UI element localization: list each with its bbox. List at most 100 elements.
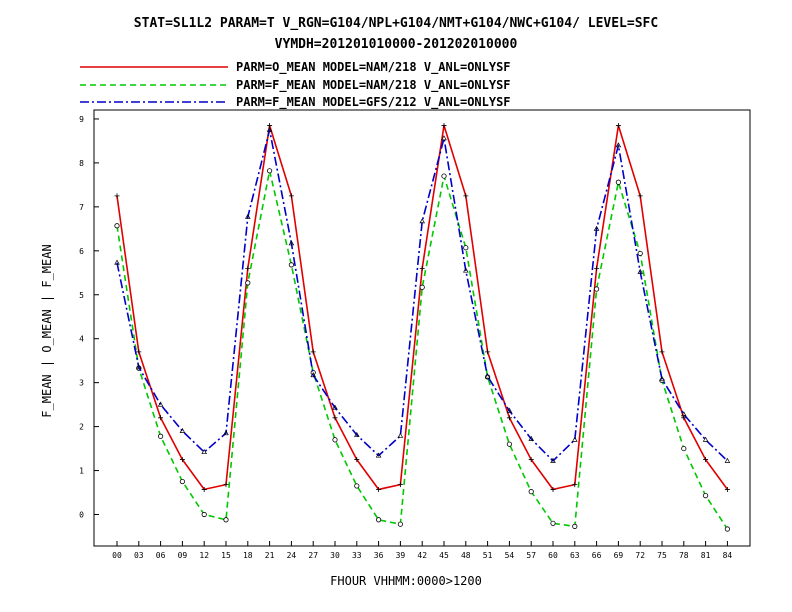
data-point-f-mean-gfs bbox=[419, 218, 425, 224]
data-point-f-mean-nam bbox=[528, 489, 534, 495]
series-o-mean-nam bbox=[114, 123, 730, 492]
x-axis-label: FHOUR VHHMM:0000>1200 bbox=[330, 574, 482, 588]
x-tick-label: 66 bbox=[592, 551, 602, 560]
data-point-o-mean-nam bbox=[637, 193, 643, 199]
data-point-o-mean-nam bbox=[136, 349, 142, 355]
data-point-f-mean-gfs bbox=[223, 430, 229, 436]
y-tick-label: 1 bbox=[79, 467, 84, 476]
data-point-f-mean-gfs bbox=[637, 268, 643, 274]
series-layer bbox=[114, 123, 731, 532]
data-point-f-mean-nam bbox=[332, 437, 338, 443]
x-tick-label: 48 bbox=[461, 551, 471, 560]
legend-label-f-mean-nam: PARM=F_MEAN MODEL=NAM/218 V_ANL=ONLYSF bbox=[236, 78, 511, 93]
data-point-f-mean-gfs bbox=[724, 457, 731, 463]
data-point-f-mean-gfs bbox=[463, 267, 469, 273]
y-tick-label: 0 bbox=[79, 511, 84, 520]
data-point-f-mean-nam bbox=[441, 173, 447, 179]
data-point-f-mean-gfs bbox=[484, 373, 491, 379]
y-tick-label: 4 bbox=[79, 335, 84, 344]
x-tick-label: 33 bbox=[352, 551, 362, 560]
x-tick-label: 42 bbox=[417, 551, 427, 560]
data-point-f-mean-nam bbox=[463, 245, 469, 251]
data-point-f-mean-gfs bbox=[506, 407, 513, 413]
data-point-f-mean-nam bbox=[114, 223, 120, 229]
data-point-o-mean-nam bbox=[397, 482, 403, 488]
data-point-o-mean-nam bbox=[594, 265, 600, 271]
data-point-o-mean-nam bbox=[441, 123, 447, 129]
data-point-f-mean-nam bbox=[572, 523, 578, 529]
series-line-o-mean-nam bbox=[116, 124, 729, 491]
x-tick-label: 78 bbox=[679, 551, 689, 560]
y-tick-label: 5 bbox=[79, 291, 84, 300]
data-point-o-mean-nam bbox=[550, 486, 556, 492]
data-point-f-mean-gfs bbox=[550, 457, 556, 463]
series-f-mean-gfs bbox=[114, 126, 731, 463]
x-tick-label: 84 bbox=[723, 551, 733, 560]
data-point-o-mean-nam bbox=[288, 193, 294, 199]
data-point-f-mean-nam bbox=[354, 483, 360, 489]
data-point-f-mean-gfs bbox=[659, 376, 665, 382]
y-tick-label: 2 bbox=[79, 423, 84, 432]
y-tick-label: 7 bbox=[79, 203, 84, 212]
data-point-o-mean-nam bbox=[463, 193, 469, 199]
y-tick-label: 9 bbox=[79, 115, 84, 124]
x-tick-label: 54 bbox=[505, 551, 515, 560]
data-point-o-mean-nam bbox=[223, 482, 229, 488]
chart-subtitle: VYMDH=201201010000-201202010000 bbox=[275, 37, 518, 52]
data-point-f-mean-gfs bbox=[354, 431, 360, 437]
data-point-o-mean-nam bbox=[332, 415, 338, 421]
data-point-f-mean-gfs bbox=[157, 401, 164, 407]
x-tick-label: 63 bbox=[570, 551, 580, 560]
data-point-f-mean-nam bbox=[419, 284, 425, 290]
data-point-f-mean-gfs bbox=[266, 126, 273, 132]
x-tick-label: 15 bbox=[221, 551, 231, 560]
data-point-o-mean-nam bbox=[310, 349, 316, 355]
data-point-f-mean-gfs bbox=[441, 135, 447, 141]
data-point-f-mean-nam bbox=[593, 286, 600, 292]
x-tick-label: 45 bbox=[439, 551, 449, 560]
y-tick-label: 8 bbox=[79, 159, 84, 168]
data-point-f-mean-nam bbox=[288, 262, 294, 268]
x-tick-label: 69 bbox=[614, 551, 624, 560]
legend-entry-o-mean-nam: PARM=O_MEAN MODEL=NAM/218 V_ANL=ONLYSF bbox=[80, 60, 511, 75]
x-tick-label: 12 bbox=[199, 551, 209, 560]
data-point-f-mean-gfs bbox=[136, 364, 142, 370]
data-point-f-mean-nam bbox=[245, 280, 251, 286]
data-point-f-mean-nam bbox=[397, 521, 403, 527]
data-point-f-mean-nam bbox=[158, 433, 164, 439]
data-point-o-mean-nam bbox=[703, 457, 709, 463]
data-point-f-mean-nam bbox=[179, 478, 185, 485]
legend: PARM=O_MEAN MODEL=NAM/218 V_ANL=ONLYSF P… bbox=[80, 60, 511, 110]
x-tick-label: 57 bbox=[526, 551, 536, 560]
y-tick-label: 6 bbox=[79, 247, 84, 256]
data-point-f-mean-nam bbox=[223, 517, 229, 523]
data-point-f-mean-nam bbox=[615, 179, 622, 185]
legend-entry-f-mean-nam: PARM=F_MEAN MODEL=NAM/218 V_ANL=ONLYSF bbox=[80, 78, 511, 93]
x-axis: 00 03 06 09 12 15 18 21 24 27 30 33 36 39 42 45 48 51 54 57… bbox=[112, 541, 732, 560]
data-point-f-mean-gfs bbox=[245, 213, 251, 219]
series-line-f-mean-gfs bbox=[116, 129, 728, 462]
y-axis: 0 1 2 3 4 5 6 7 8 9 bbox=[79, 115, 99, 520]
data-point-o-mean-nam bbox=[114, 193, 120, 199]
y-tick-label: 3 bbox=[79, 379, 84, 388]
x-tick-label: 24 bbox=[287, 551, 297, 560]
data-point-f-mean-gfs bbox=[201, 448, 207, 455]
data-point-f-mean-nam bbox=[681, 445, 687, 452]
data-point-o-mean-nam bbox=[528, 457, 534, 463]
data-point-o-mean-nam bbox=[158, 415, 164, 421]
data-point-f-mean-nam bbox=[506, 441, 512, 447]
x-tick-label: 03 bbox=[134, 551, 144, 560]
x-tick-label: 81 bbox=[701, 551, 711, 560]
data-point-f-mean-gfs bbox=[397, 432, 404, 438]
data-point-f-mean-gfs bbox=[179, 427, 186, 433]
data-point-o-mean-nam bbox=[572, 482, 578, 488]
data-point-o-mean-nam bbox=[354, 457, 360, 463]
data-point-o-mean-nam bbox=[485, 349, 491, 355]
data-point-f-mean-gfs bbox=[310, 372, 316, 378]
data-point-o-mean-nam bbox=[179, 457, 185, 463]
x-tick-label: 51 bbox=[483, 551, 493, 560]
data-point-f-mean-gfs bbox=[332, 404, 338, 410]
data-point-f-mean-gfs bbox=[572, 436, 578, 442]
data-point-f-mean-gfs bbox=[593, 225, 600, 231]
